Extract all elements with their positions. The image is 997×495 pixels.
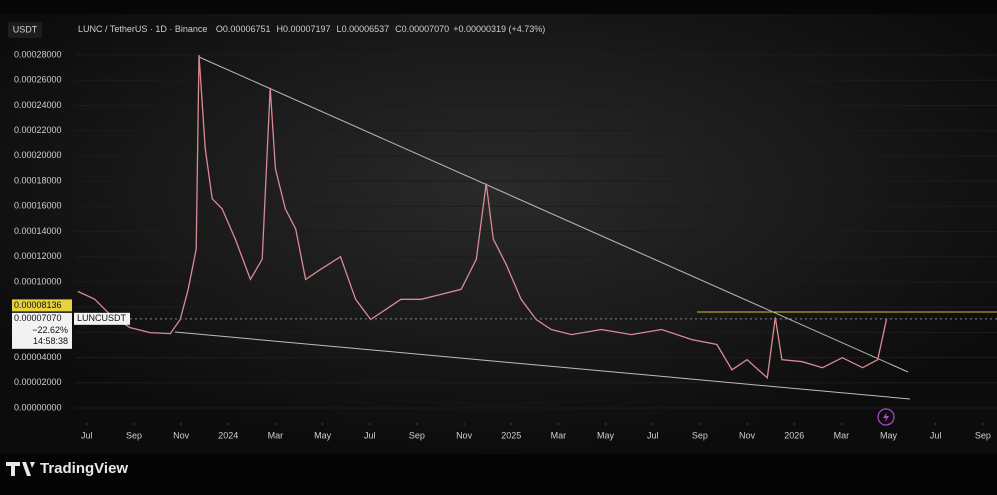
x-tick-label: 2024 [218, 430, 238, 440]
y-tick-label: 0.00022000 [14, 125, 62, 135]
x-tick-label: Sep [692, 430, 708, 440]
plot [75, 54, 997, 380]
x-tick-label: May [597, 430, 615, 440]
brand: TradingView [40, 460, 128, 477]
footer [0, 454, 997, 495]
ohlc-key: C [395, 24, 402, 34]
currency-box [8, 22, 42, 38]
change: +0.00000319 (+4.73%) [453, 24, 545, 34]
x-tick-label: May [314, 430, 332, 440]
brand-logo [6, 462, 35, 476]
x-tick-label: 2026 [784, 430, 804, 440]
y-tick-label: 0.00026000 [14, 75, 62, 85]
y-tick-label: 0.00010000 [14, 276, 62, 286]
alert-bolt [883, 412, 889, 422]
grid [75, 54, 997, 425]
ohlc-value: 0.00007197 [283, 24, 331, 34]
trend-line-lower [174, 331, 911, 400]
x-tick-label: 2025 [501, 430, 521, 440]
ohlc-key: H [276, 24, 283, 34]
x-tick-label: Sep [409, 430, 425, 440]
countdown: 14:58:38 [33, 336, 68, 346]
x-tick-label: Jul [81, 430, 93, 440]
y-tick-label: 0.00012000 [14, 251, 62, 261]
y-tick-label: 0.00004000 [14, 352, 62, 362]
series-tag [74, 312, 130, 325]
y-tick-label: 0.00028000 [14, 49, 62, 59]
y-tick-label: 0.00020000 [14, 150, 62, 160]
y-tick-label: 0.00002000 [14, 377, 62, 387]
x-tick-label: Jul [930, 430, 942, 440]
last-price-change: −22.62% [32, 325, 68, 335]
x-tick-label: Nov [456, 430, 473, 440]
y-tick-label: 0.00014000 [14, 226, 62, 236]
ohlc-value: 0.00006537 [342, 24, 390, 34]
last-price-label: 0.00007070 [14, 313, 62, 323]
x-tick-label: Mar [268, 430, 284, 440]
x-tick-label: Mar [834, 430, 850, 440]
x-tick-label: May [880, 430, 898, 440]
ohlc-key: O [216, 24, 223, 34]
x-tick-label: Jul [647, 430, 659, 440]
y-tick-label: 0.00016000 [14, 201, 62, 211]
series-name: LUNCUSDT [77, 313, 127, 323]
ohlc-value: 0.00007070 [402, 24, 450, 34]
y-tick-label: 0.00018000 [14, 175, 62, 185]
x-tick-label: Nov [173, 430, 190, 440]
price-line [77, 54, 888, 380]
last-price-box [12, 312, 72, 349]
x-tick-label: Mar [551, 430, 567, 440]
trend-line-upper [198, 56, 909, 373]
alert-icon[interactable] [877, 408, 895, 426]
alert-price-label: 0.00008136 [14, 300, 62, 310]
alert-price-box [12, 299, 72, 312]
plot-background [0, 14, 997, 454]
symbol: LUNC / TetherUS · 1D · Binance [78, 24, 207, 34]
y-tick-label: 0.00000000 [14, 402, 62, 412]
ohlc-key: L [337, 24, 342, 34]
ohlc-value: 0.00006751 [223, 24, 271, 34]
x-tick-label: Sep [975, 430, 991, 440]
legend: LUNC / TetherUS · 1D · Binance O0.000067… [78, 24, 545, 34]
x-tick-label: Jul [364, 430, 376, 440]
y-tick-label: 0.00024000 [14, 100, 62, 110]
currency: USDT [13, 24, 38, 34]
x-tick-label: Sep [126, 430, 142, 440]
x-tick-label: Nov [739, 430, 756, 440]
